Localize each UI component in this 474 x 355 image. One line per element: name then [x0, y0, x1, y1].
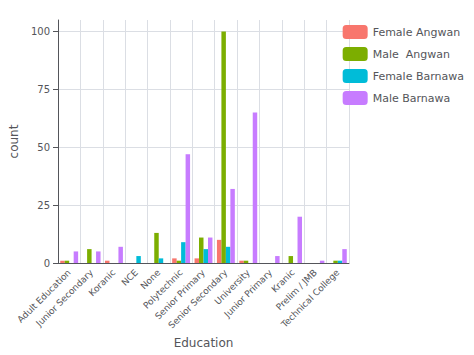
- svg-text:Female Angwan: Female Angwan: [373, 26, 460, 39]
- svg-text:Prelim / JMB: Prelim / JMB: [274, 267, 319, 313]
- svg-text:Kranic: Kranic: [269, 267, 297, 295]
- svg-text:75: 75: [37, 84, 50, 95]
- svg-text:25: 25: [37, 200, 50, 211]
- svg-text:Senior Primary: Senior Primary: [153, 267, 207, 322]
- svg-text:0: 0: [44, 258, 50, 269]
- svg-text:count: count: [7, 124, 21, 158]
- svg-text:Junior Primary: Junior Primary: [222, 267, 275, 320]
- svg-text:Polytechnic: Polytechnic: [141, 267, 185, 311]
- svg-text:Adult Education: Adult Education: [15, 267, 73, 325]
- svg-text:50: 50: [37, 142, 50, 153]
- svg-text:Koranic: Koranic: [87, 267, 118, 298]
- svg-text:NCE: NCE: [120, 267, 141, 288]
- svg-text:None: None: [138, 267, 163, 292]
- svg-text:Junior Secondary: Junior Secondary: [33, 267, 95, 329]
- svg-text:Male Angwan: Male Angwan: [373, 48, 450, 61]
- svg-text:Female Barnawa: Female Barnawa: [373, 70, 464, 83]
- svg-text:University: University: [212, 267, 252, 307]
- svg-text:Education: Education: [174, 336, 234, 350]
- svg-text:Male Barnawa: Male Barnawa: [373, 92, 451, 105]
- svg-text:Senior Secondary: Senior Secondary: [166, 267, 230, 331]
- svg-text:Technical College: Technical College: [279, 267, 342, 330]
- svg-text:100: 100: [31, 26, 50, 37]
